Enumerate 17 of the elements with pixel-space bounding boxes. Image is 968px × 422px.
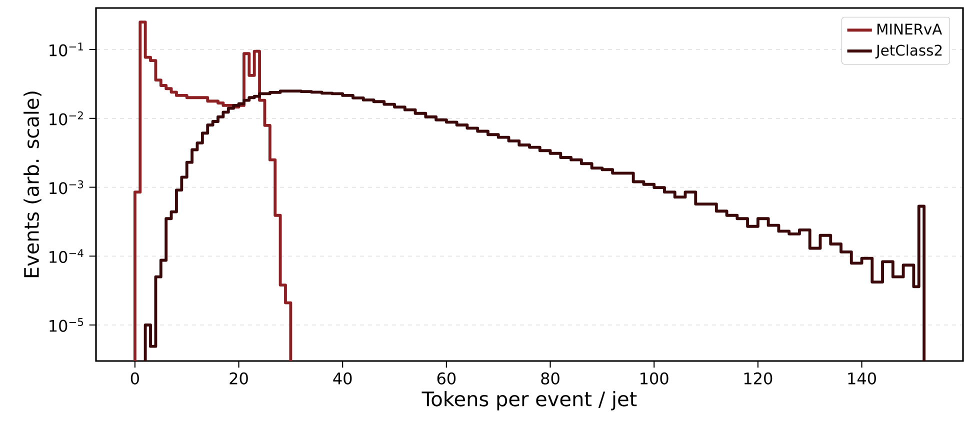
- x-tick-label: 60: [437, 372, 456, 384]
- x-axis-title: Tokens per event / jet: [422, 390, 637, 410]
- x-tick-label: 20: [230, 372, 248, 384]
- x-tick-label: 0: [130, 372, 139, 384]
- y-tick-label: 10$^{−2}$: [50, 111, 83, 126]
- x-tick-label: 80: [541, 372, 560, 384]
- y-axis-title: Events (arb. scale): [24, 92, 42, 278]
- x-tick-label: 120: [744, 372, 772, 384]
- y-tick-label: 10$^{−3}$: [50, 180, 84, 194]
- x-tick-label: 100: [640, 372, 668, 384]
- x-tick-label: 40: [333, 372, 352, 384]
- y-tick-label: 10$^{−5}$: [50, 318, 84, 332]
- y-tick-label: 10$^{−4}$: [50, 249, 84, 264]
- legend-label: MINERvA: [877, 24, 942, 34]
- y-tick-label: 10$^{−1}$: [50, 42, 83, 56]
- x-tick-label: 140: [848, 372, 876, 384]
- legend-label: JetClass2: [875, 44, 942, 59]
